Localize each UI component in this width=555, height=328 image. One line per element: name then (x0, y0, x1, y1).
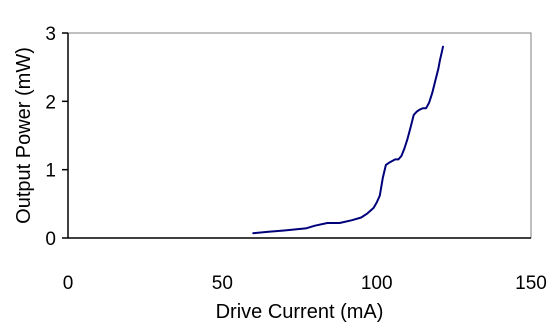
y-tick-label: 1 (45, 161, 56, 182)
x-axis-tick-labels: 0 50 100 150 (63, 273, 547, 294)
x-tick-label: 100 (361, 273, 393, 294)
y-tick-label: 0 (45, 229, 56, 250)
series-group (252, 45, 444, 235)
plot-area (67, 32, 532, 239)
x-tick-label: 0 (63, 273, 74, 294)
x-axis-title: Drive Current (mA) (216, 301, 384, 323)
x-tick-label: 150 (515, 273, 547, 294)
y-axis-ticks: 0 1 2 3 (45, 24, 68, 250)
y-tick-label: 2 (45, 92, 56, 113)
x-tick-label: 50 (212, 273, 233, 294)
series-line (252, 45, 444, 235)
y-axis-title: Output Power (mW) (13, 47, 35, 224)
y-tick-label: 3 (45, 24, 56, 45)
